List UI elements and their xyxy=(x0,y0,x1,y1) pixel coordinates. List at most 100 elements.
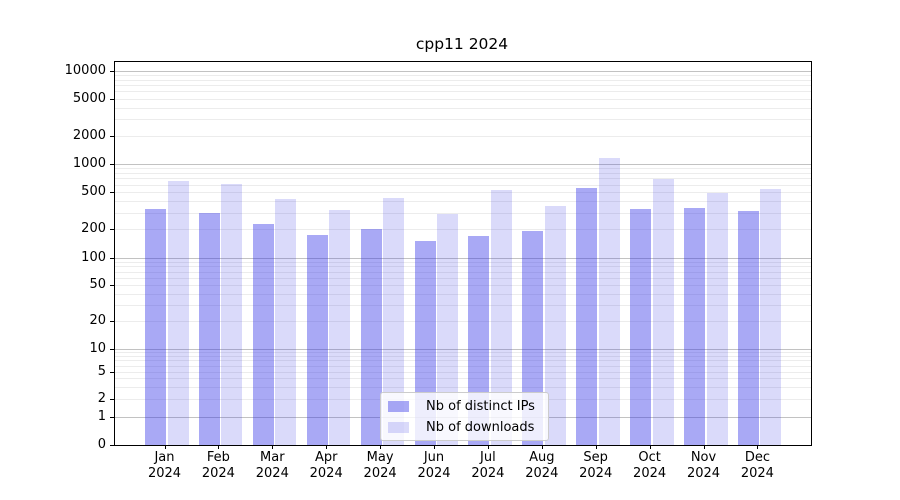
bar-distinct-ips-jan xyxy=(145,208,166,445)
gridline-minor xyxy=(115,293,811,295)
gridline-minor xyxy=(115,84,811,86)
gridline-minor xyxy=(115,91,811,93)
gridline-minor xyxy=(115,261,811,263)
gridline-minor xyxy=(115,107,811,109)
gridline-minor xyxy=(115,378,811,380)
y-tick-label: 200 xyxy=(81,221,106,237)
y-tick-mark xyxy=(110,70,114,72)
legend-row-downloads: Nb of downloads xyxy=(388,419,540,435)
gridline-minor xyxy=(115,98,811,100)
gridline-major xyxy=(115,163,811,165)
bar-distinct-ips-feb xyxy=(198,212,220,445)
x-tick-mark xyxy=(595,445,597,449)
x-tick-label: Mar 2024 xyxy=(255,450,289,481)
gridline-minor xyxy=(115,386,811,388)
gridline-minor xyxy=(115,371,811,373)
x-tick-mark xyxy=(434,445,435,449)
bar-distinct-ips-may xyxy=(360,229,382,445)
bar-downloads-mar xyxy=(275,199,297,445)
bar-downloads-apr xyxy=(329,210,351,445)
bar-downloads-jul xyxy=(490,190,512,445)
x-tick-label: Aug 2024 xyxy=(525,450,559,481)
gridline-minor xyxy=(115,266,811,268)
x-tick-label: May 2024 xyxy=(363,450,397,481)
y-tick-mark xyxy=(110,444,114,446)
bar-distinct-ips-dec xyxy=(737,210,759,445)
y-tick-label: 10000 xyxy=(64,62,106,78)
gridline-minor xyxy=(115,191,811,193)
y-tick-mark xyxy=(110,371,114,373)
x-tick-mark xyxy=(380,445,382,449)
bar-downloads-may xyxy=(383,197,405,445)
bar-distinct-ips-mar xyxy=(252,224,274,445)
gridline-major xyxy=(115,348,811,350)
gridline-minor xyxy=(115,360,811,362)
x-tick-label: Dec 2024 xyxy=(740,450,774,481)
x-tick-mark xyxy=(649,445,651,449)
x-tick-label: Oct 2024 xyxy=(633,450,667,481)
legend-swatch-downloads-icon xyxy=(388,421,409,433)
y-tick-label: 2 xyxy=(97,391,106,406)
y-tick-mark xyxy=(110,98,114,100)
chart-title: cpp11 2024 xyxy=(415,35,509,53)
gridline-minor xyxy=(115,79,811,81)
y-tick-mark xyxy=(110,257,114,259)
bar-distinct-ips-nov xyxy=(684,208,705,445)
bar-downloads-nov xyxy=(706,192,728,445)
y-tick-mark xyxy=(110,163,114,165)
bar-downloads-sep xyxy=(598,158,620,445)
legend-label-downloads: Nb of downloads xyxy=(426,419,535,435)
gridline-minor xyxy=(115,321,811,323)
y-tick-mark xyxy=(110,191,114,193)
bar-downloads-feb xyxy=(221,183,243,445)
x-tick-mark xyxy=(757,445,759,449)
x-tick-mark xyxy=(703,445,705,449)
gridline-minor xyxy=(115,178,811,180)
gridline-minor xyxy=(115,201,811,203)
y-tick-label: 2000 xyxy=(72,127,106,143)
x-tick-mark xyxy=(487,445,489,449)
plot-canvas xyxy=(115,62,811,445)
x-tick-label: Sep 2024 xyxy=(579,450,613,481)
y-tick-mark xyxy=(110,229,114,231)
bar-distinct-ips-aug xyxy=(522,230,544,445)
gridline-minor xyxy=(115,74,811,76)
x-tick-label: Apr 2024 xyxy=(309,450,343,481)
x-tick-label: Feb 2024 xyxy=(201,450,235,481)
bar-downloads-dec xyxy=(760,189,782,445)
y-tick-label: 5 xyxy=(97,363,106,379)
gridline-minor xyxy=(115,271,811,273)
y-tick-label: 20 xyxy=(89,313,106,329)
y-tick-label: 5000 xyxy=(72,90,106,106)
gridline-minor xyxy=(115,305,811,307)
gridline-minor xyxy=(115,365,811,367)
bar-downloads-jan xyxy=(167,180,189,445)
y-tick-mark xyxy=(110,348,114,350)
gridline-minor xyxy=(115,172,811,174)
x-tick-mark xyxy=(272,445,274,449)
y-tick-mark xyxy=(110,417,114,418)
gridline-major xyxy=(115,257,811,259)
gridline-minor xyxy=(115,119,811,121)
gridline-minor xyxy=(115,135,811,137)
gridline-minor xyxy=(115,229,811,231)
x-tick-label: Jun 2024 xyxy=(417,450,451,481)
y-tick-label: 50 xyxy=(89,276,106,292)
bar-distinct-ips-sep xyxy=(576,188,598,445)
x-tick-mark xyxy=(164,445,166,449)
gridline-minor xyxy=(115,284,811,286)
y-tick-label: 10 xyxy=(89,340,106,356)
y-tick-mark xyxy=(110,399,114,400)
gridline-minor xyxy=(115,352,811,354)
legend-swatch-distinct-ips-icon xyxy=(388,400,409,412)
y-tick-label: 100 xyxy=(81,249,106,265)
gridline-minor xyxy=(115,212,811,214)
bar-distinct-ips-apr xyxy=(306,234,328,445)
gridline-minor xyxy=(115,277,811,279)
bar-distinct-ips-oct xyxy=(630,208,652,445)
gridline-major xyxy=(115,70,811,72)
bar-downloads-jun xyxy=(437,214,458,445)
gridline-minor xyxy=(115,184,811,186)
y-tick-label: 0 xyxy=(97,436,106,452)
